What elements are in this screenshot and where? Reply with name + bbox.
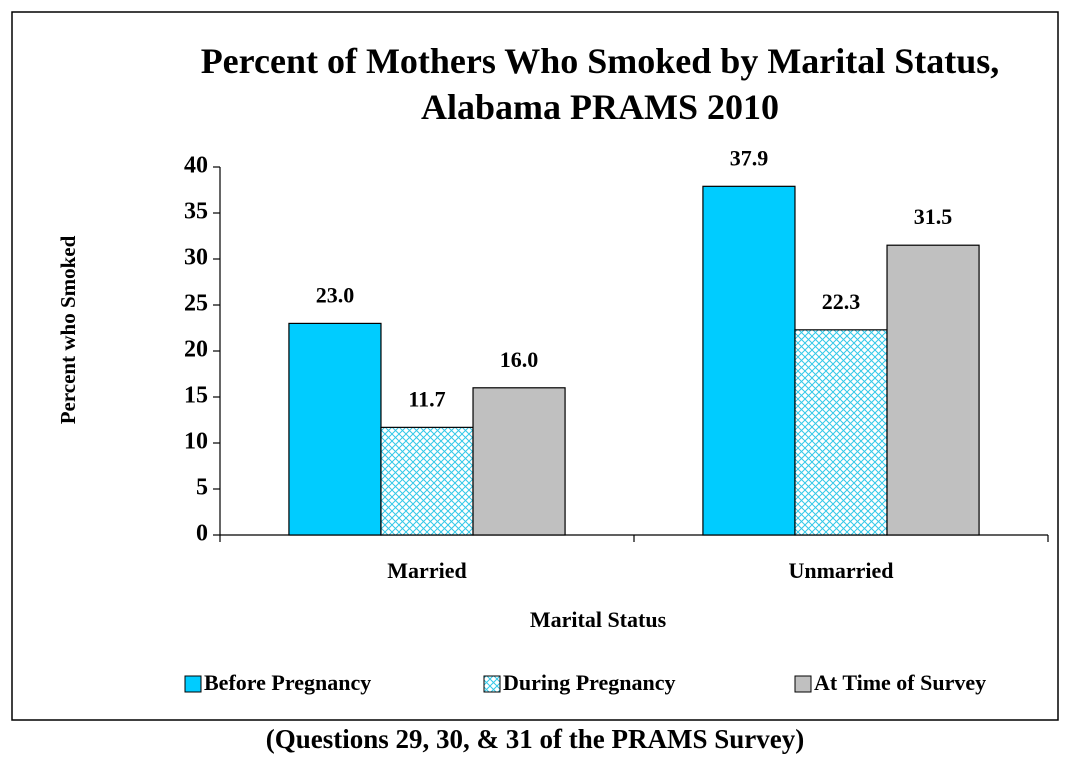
bar — [794, 329, 888, 536]
legend-swatch — [483, 675, 501, 693]
legend-label: During Pregnancy — [503, 670, 676, 695]
caption: (Questions 29, 30, & 31 of the PRAMS Sur… — [266, 724, 804, 754]
legend-label: Before Pregnancy — [204, 670, 371, 695]
bar — [288, 322, 382, 536]
y-tick-label: 10 — [184, 429, 208, 455]
y-tick-label: 0 — [196, 521, 208, 547]
chart-border — [11, 11, 1059, 721]
y-tick-label: 15 — [184, 383, 208, 409]
legend-swatch — [184, 675, 202, 693]
bar — [472, 387, 566, 536]
bar — [380, 426, 474, 536]
y-tick-label: 35 — [184, 199, 208, 225]
y-tick-label: 30 — [184, 245, 208, 271]
data-label: 23.0 — [316, 282, 355, 307]
y-tick-label: 25 — [184, 291, 208, 317]
data-label: 16.0 — [500, 347, 539, 372]
x-tick-label: Married — [387, 558, 466, 583]
x-axis-label: Marital Status — [530, 607, 667, 632]
bar — [886, 244, 980, 536]
legend-swatch — [794, 675, 812, 693]
bar — [702, 185, 796, 536]
y-tick-label: 5 — [196, 475, 208, 501]
y-tick-label: 20 — [184, 337, 208, 363]
chart-title: Percent of Mothers Who Smoked by Marital… — [200, 41, 1000, 127]
data-label: 11.7 — [408, 386, 445, 411]
data-label: 22.3 — [822, 289, 861, 314]
x-tick-label: Unmarried — [788, 558, 893, 583]
data-label: 31.5 — [914, 204, 953, 229]
y-tick-label: 40 — [184, 153, 208, 179]
legend-label: At Time of Survey — [814, 670, 986, 695]
data-label: 37.9 — [730, 145, 769, 170]
y-axis-label: Percent who Smoked — [56, 235, 80, 424]
